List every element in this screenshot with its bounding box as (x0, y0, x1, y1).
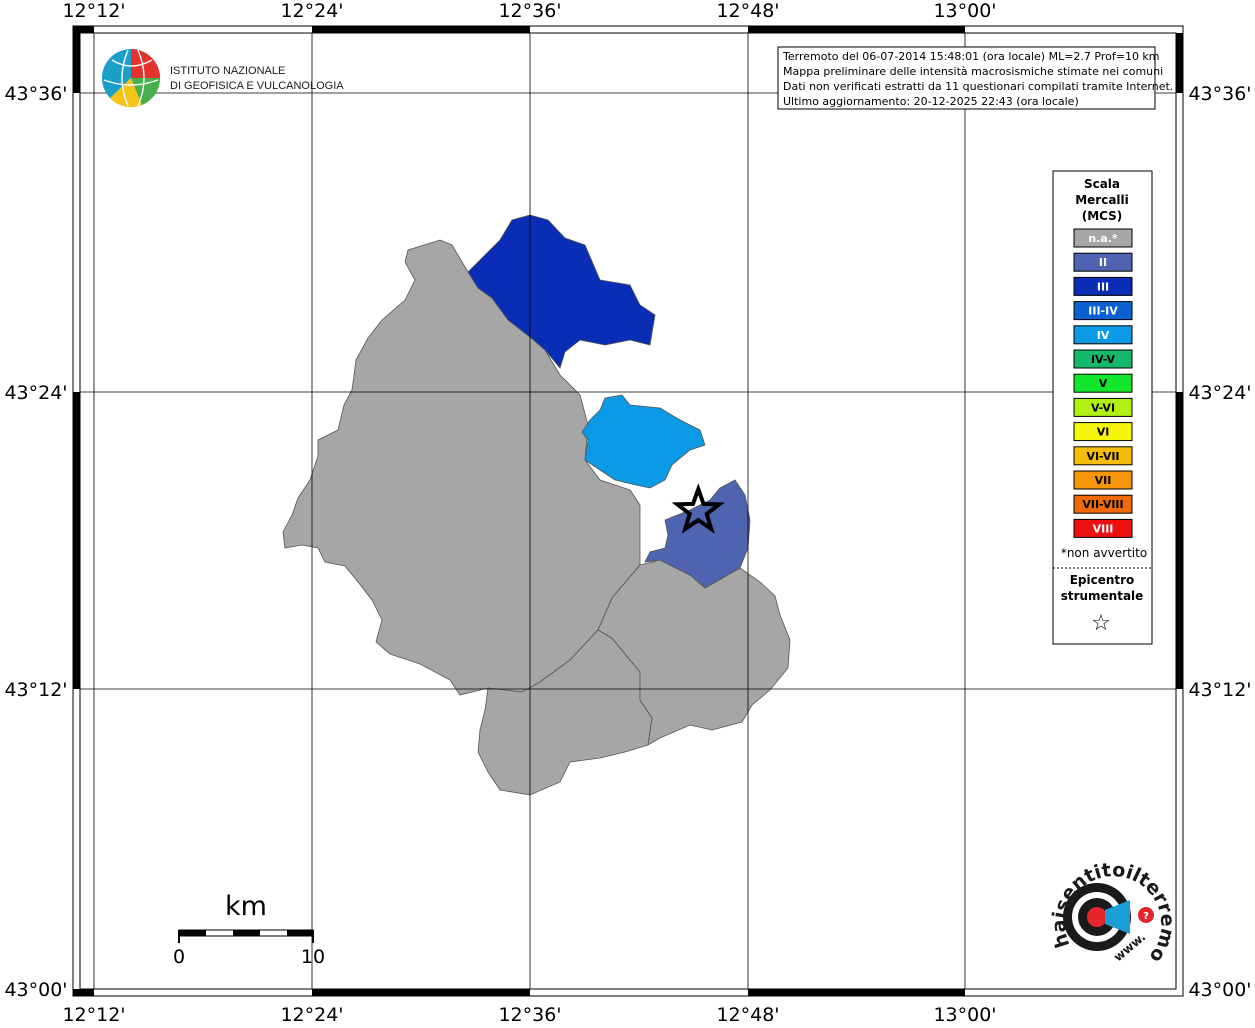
lon-tick-top: 12°24' (280, 0, 343, 22)
ingv-name-line2: DI GEOFISICA E VULCANOLOGIA (170, 80, 344, 92)
epicenter-marker (671, 483, 725, 534)
lat-tick-right: 43°00' (1188, 979, 1251, 1001)
municipality-intensity-iv (581, 394, 706, 489)
scale-bar: km 0 10 (173, 891, 325, 968)
legend-swatch-label: III-IV (1088, 305, 1118, 318)
frame-bars-bottom (73, 989, 965, 996)
info-line-quake: Terremoto del 06-07-2014 15:48:01 (ora l… (782, 50, 1160, 63)
ingv-logo: ISTITUTO NAZIONALE DI GEOFISICA E VULCAN… (102, 49, 344, 108)
lon-tick-bottom: 12°12' (62, 1004, 125, 1024)
lon-tick-bottom: 12°36' (498, 1004, 561, 1024)
legend-swatch-label: VIII (1093, 522, 1114, 535)
legend-swatch (1073, 276, 1133, 296)
legend-swatch-label: III (1097, 280, 1109, 293)
lon-tick-top: 12°12' (62, 0, 125, 22)
ingv-name-line1: ISTITUTO NAZIONALE (170, 65, 285, 77)
info-line-map: Mappa preliminare delle intensità macros… (783, 65, 1163, 78)
legend-star-icon: ☆ (1091, 611, 1111, 636)
legend-swatch (1073, 301, 1133, 321)
legend-swatch (1073, 228, 1133, 248)
legend-swatch (1073, 470, 1133, 490)
lat-tick-left: 43°12' (4, 679, 67, 701)
legend-swatch (1073, 397, 1133, 417)
legend-epicenter-line1: Epicentro (1070, 573, 1135, 587)
lat-tick-right: 43°24' (1188, 382, 1251, 404)
info-line-data: Dati non verificati estratti da 11 quest… (783, 80, 1173, 93)
lat-tick-left: 43°24' (4, 382, 67, 404)
legend-swatch (1073, 252, 1133, 272)
municipalities-layer (282, 214, 791, 796)
lon-tick-top: 13°00' (933, 0, 996, 22)
legend-title-line2: Mercalli (1075, 193, 1129, 207)
legend-title-line3: (MCS) (1082, 209, 1123, 223)
legend-swatch-label: VI-VII (1086, 450, 1119, 463)
frame-bars-left (73, 33, 80, 689)
legend-swatch-label: VII-VIII (1082, 498, 1123, 511)
lat-tick-right: 43°12' (1188, 679, 1251, 701)
axis-labels: 12°12' 12°12' 12°24' 12°24' 12°36' 12°36' 12°4… (4, 0, 1251, 1026)
megaphone-icon (1105, 900, 1130, 934)
legend-swatch (1073, 349, 1133, 369)
legend-swatch (1073, 422, 1133, 442)
graticule (80, 33, 1176, 989)
municipality-na-south (477, 629, 653, 796)
lon-tick-top: 12°36' (498, 0, 561, 22)
lon-tick-bottom: 13°00' (933, 1004, 996, 1024)
question-icon (1138, 907, 1154, 923)
scale-min: 0 (173, 946, 185, 968)
frame-bars-right (1176, 33, 1183, 689)
legend-swatch (1073, 373, 1133, 393)
scale-max: 10 (301, 946, 325, 968)
legend-note: *non avvertito (1061, 546, 1147, 560)
legend-epicenter-line2: strumentale (1061, 589, 1144, 603)
legend-swatch (1073, 446, 1133, 466)
legend-swatch-label: n.a.* (1088, 232, 1118, 245)
svg-text:?: ? (1143, 911, 1149, 922)
municipality-intensity-ii (644, 479, 751, 589)
municipality-na-west (282, 239, 641, 696)
legend-swatch-label: IV (1097, 329, 1110, 342)
lat-tick-left: 43°36' (4, 83, 67, 105)
info-box: Terremoto del 06-07-2014 15:48:01 (ora l… (777, 46, 1173, 110)
mcs-legend: Scala Mercalli (MCS) n.a.*IIIIIIII-IVIVI… (1052, 170, 1153, 645)
legend-swatch-label: V-VI (1091, 401, 1115, 414)
lon-tick-bottom: 12°24' (280, 1004, 343, 1024)
lat-tick-left: 43°00' (4, 979, 67, 1001)
legend-swatch (1073, 494, 1133, 514)
legend-swatch (1073, 325, 1133, 345)
lon-tick-top: 12°48' (716, 0, 779, 22)
lat-tick-right: 43°36' (1188, 83, 1251, 105)
info-line-updated: Ultimo aggiornamento: 20-12-2025 22:43 (… (783, 95, 1079, 108)
legend-swatch (1073, 518, 1133, 538)
legend-swatch-label: VI (1097, 426, 1110, 439)
scale-unit: km (225, 891, 267, 922)
frame-bars-top (73, 26, 965, 33)
legend-classes: n.a.*IIIIIIII-IVIVIV-VVV-VIVIVI-VIIVIIVI… (1073, 228, 1133, 538)
lon-tick-bottom: 12°48' (716, 1004, 779, 1024)
legend-swatch-label: IV-V (1091, 353, 1116, 366)
legend-swatch-label: VII (1095, 474, 1112, 487)
epicenter-star-icon (671, 483, 725, 534)
legend-swatch-label: V (1099, 377, 1108, 390)
legend-swatch-label: II (1099, 256, 1107, 269)
municipality-intensity-iii (467, 214, 656, 369)
legend-title-line1: Scala (1084, 177, 1120, 191)
